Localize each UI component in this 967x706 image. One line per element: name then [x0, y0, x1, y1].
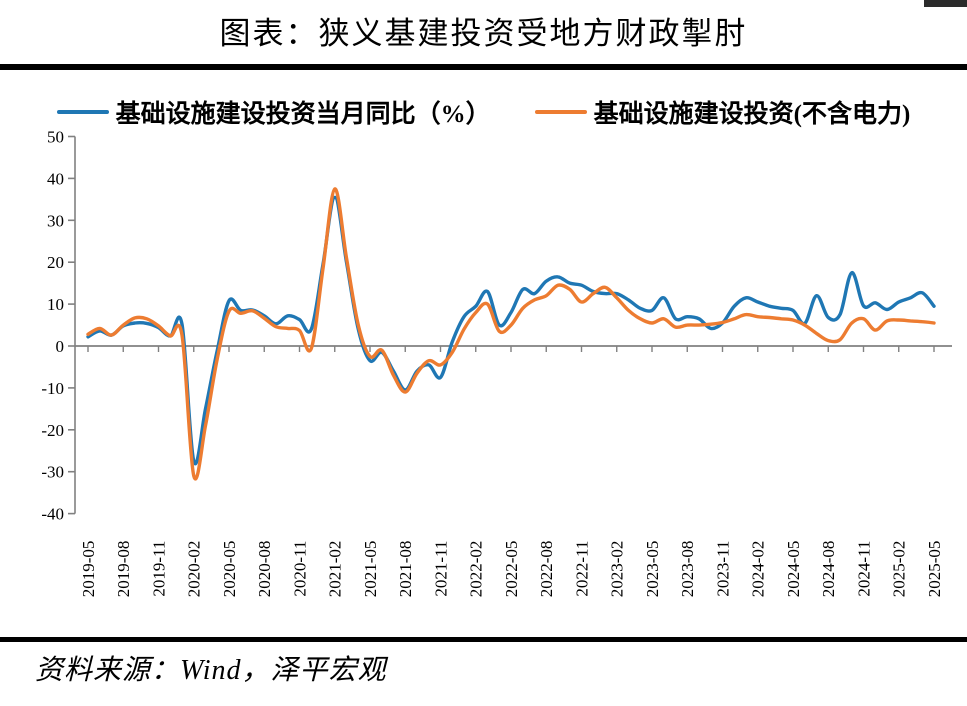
source-note: 资料来源：Wind，泽平宏观: [35, 655, 387, 686]
x-tick-label: 2024-02: [749, 541, 768, 598]
x-tick-label: 2021-05: [361, 541, 380, 598]
x-tick-label: 2020-02: [185, 541, 204, 598]
y-tick-label: 0: [56, 337, 65, 356]
x-tick-label: 2020-05: [220, 541, 239, 598]
series2-line-swatch: [534, 109, 587, 115]
x-tick-label: 2020-08: [255, 541, 274, 598]
x-tick-label: 2025-02: [890, 541, 909, 598]
series1-line-swatch: [56, 109, 109, 115]
x-tick-label: 2019-05: [79, 541, 98, 598]
y-tick-label: 30: [47, 211, 64, 230]
x-tick-label: 2021-02: [326, 541, 345, 598]
legend-item-monthly-yoy: 基础设施建设投资当月同比（%）: [56, 94, 491, 130]
bottom-divider: [0, 637, 967, 642]
x-tick-label: 2023-08: [678, 541, 697, 598]
x-tick-label: 2024-11: [855, 541, 874, 597]
x-tick-label: 2021-11: [432, 541, 451, 597]
y-tick-label: 20: [47, 253, 64, 272]
y-tick-label: 50: [47, 128, 64, 147]
x-tick-label: 2019-08: [114, 541, 133, 598]
x-tick-label: 2021-08: [396, 541, 415, 598]
x-tick-label: 2022-02: [467, 541, 486, 598]
y-tick-label: 10: [47, 295, 64, 314]
y-tick-label: -30: [41, 463, 64, 482]
x-tick-label: 2023-11: [714, 541, 733, 597]
y-tick-label: -20: [41, 421, 64, 440]
y-tick-label: -40: [41, 505, 64, 524]
x-tick-label: 2024-08: [819, 541, 838, 598]
y-axis: -40 -30 -20 -10 0 10 20 30 40 50: [41, 128, 76, 524]
series-line-2: [86, 187, 936, 481]
y-tick-label: 40: [47, 169, 64, 188]
x-tick-label: 2022-08: [537, 541, 556, 598]
x-tick-label: 2023-05: [643, 541, 662, 598]
x-tick-label: 2025-05: [925, 541, 944, 598]
top-divider: [0, 64, 967, 70]
x-tick-label: 2024-05: [784, 541, 803, 598]
series-line-1: [86, 195, 936, 466]
top-right-corner-bar: [924, 0, 967, 7]
series2-label: 基础设施建设投资(不含电力): [593, 101, 911, 128]
x-tick-label: 2019-11: [150, 541, 169, 597]
x-tick-label: 2022-11: [573, 541, 592, 597]
legend-item-excl-electricity: 基础设施建设投资(不含电力): [534, 94, 911, 130]
y-tick-label: -10: [41, 379, 64, 398]
x-tick-label: 2023-02: [608, 541, 627, 598]
series1-label: 基础设施建设投资当月同比（%）: [115, 101, 491, 128]
x-axis: 2019-05 2019-08 2019-11 2020-02 2020-05 2020-…: [75, 345, 952, 598]
chart-title: 图表：狭义基建投资受地方财政掣肘: [219, 16, 748, 51]
x-tick-label: 2022-05: [502, 541, 521, 598]
x-tick-label: 2020-11: [291, 541, 310, 597]
legend: 基础设施建设投资当月同比（%） 基础设施建设投资(不含电力): [0, 94, 967, 130]
